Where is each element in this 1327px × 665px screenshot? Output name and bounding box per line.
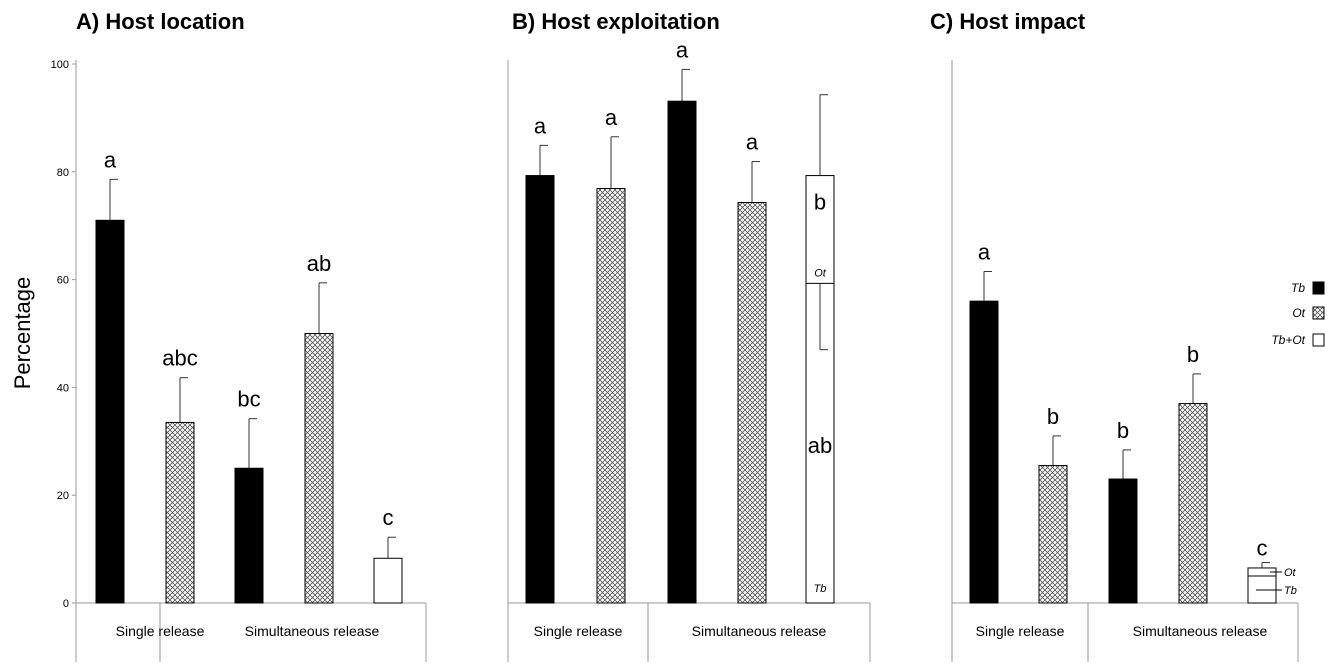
bar [373,557,403,604]
bar [969,300,999,604]
legend-label: Tb+Ot [1271,333,1305,347]
y-axis-label: Percentage [10,277,35,390]
bar [1038,465,1068,604]
group-label: Single release [534,623,623,639]
bar [165,421,195,604]
legend-swatch [1312,306,1325,320]
significance-letter: a [978,240,991,265]
significance-letter: c [383,505,394,530]
group-label: Single release [976,623,1065,639]
legend-label: Tb [1291,281,1305,295]
panel-b-title: B) Host exploitation [512,9,720,34]
bar [304,333,334,604]
group-label: Simultaneous release [1133,623,1268,639]
bar [1108,478,1138,604]
legend-label: Ot [1292,306,1305,320]
group-label: Single release [116,623,205,639]
bar [525,175,555,604]
legend-swatch [1312,333,1325,347]
significance-letter: a [104,147,117,172]
panel-b: Single release Simultaneous release a a a a Ot… [507,37,871,662]
group-label: Simultaneous release [692,623,827,639]
y-tick-label: 100 [51,59,69,71]
stacked-bar [805,175,835,604]
significance-letter: a [746,130,759,155]
bar [667,100,697,604]
bar [1178,403,1208,604]
significance-letter: ab [307,251,331,276]
stacked-bar [1247,567,1277,604]
significance-letter: a [534,113,547,138]
callout-label: Tb [1284,585,1297,597]
bar [95,219,125,604]
bar [737,202,767,604]
callout-label: Ot [1284,567,1297,579]
significance-letter: b [814,189,826,214]
panel-a: Single release Simultaneous release 0 20 40 6… [51,59,427,662]
y-tick-label: 80 [57,167,69,179]
significance-letter: a [605,105,618,130]
y-tick-label: 40 [57,382,69,394]
significance-letter: bc [237,387,260,412]
bar [234,467,264,604]
y-tick-label: 20 [57,490,69,502]
significance-letter: b [1187,342,1199,367]
legend: Tb Ot Tb+Ot [1271,281,1325,347]
significance-letter: c [1257,536,1268,561]
segment-label: Tb [814,583,827,595]
segment-label: Ot [814,267,827,279]
significance-letter: b [1047,404,1059,429]
significance-letter: ab [808,433,832,458]
bar [596,188,626,604]
panel-c-title: C) Host impact [930,9,1086,34]
significance-letter: b [1117,418,1129,443]
group-label: Simultaneous release [245,623,380,639]
significance-letter: a [676,37,689,62]
y-tick-label: 0 [63,598,69,610]
panel-a-title: A) Host location [76,9,245,34]
significance-letter: abc [162,346,197,371]
panel-c: Single release Simultaneous release a b b b c O… [951,60,1299,662]
legend-swatch [1312,281,1325,295]
y-tick-label: 60 [57,275,69,287]
